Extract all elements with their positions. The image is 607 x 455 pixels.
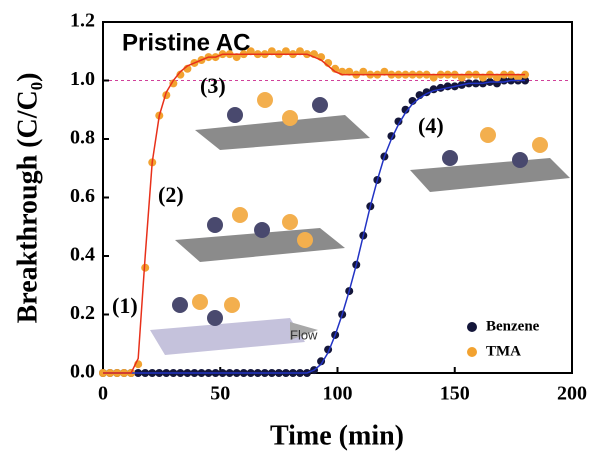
data-point: [359, 67, 368, 76]
x-tick-label: 200: [557, 383, 587, 405]
annotation: (2): [158, 182, 184, 207]
data-point: [429, 73, 438, 82]
data-point: [267, 47, 276, 56]
legend-marker: [467, 322, 477, 332]
data-point: [246, 47, 255, 56]
data-point: [380, 67, 389, 76]
data-point: [457, 73, 466, 82]
y-tick-label: 0.8: [70, 127, 95, 149]
x-tick-label: 150: [440, 383, 470, 405]
data-point: [394, 117, 403, 126]
data-point: [232, 53, 241, 62]
legend-label: TMA: [486, 343, 521, 359]
y-tick-label: 0.0: [70, 361, 95, 383]
data-point: [169, 79, 178, 88]
data-point: [295, 47, 304, 56]
data-point: [176, 70, 185, 79]
data-point: [141, 263, 150, 272]
legend-marker: [467, 347, 477, 357]
y-tick-label: 1.0: [70, 68, 95, 90]
x-tick-label: 100: [323, 383, 353, 405]
data-point: [345, 67, 354, 76]
annotation: Flow: [290, 327, 318, 342]
data-point: [478, 73, 487, 82]
y-tick-label: 0.2: [70, 302, 95, 324]
y-tick-label: 0.4: [70, 244, 95, 266]
annotation: (3): [200, 73, 226, 98]
x-tick-label: 0: [98, 383, 108, 405]
data-point: [281, 47, 290, 56]
data-point: [492, 73, 501, 82]
annotation: (1): [112, 293, 138, 318]
legend-label: Benzene: [486, 318, 540, 334]
fit-line: [103, 79, 526, 374]
data-point: [514, 73, 523, 82]
annotation: (4): [418, 113, 444, 138]
data-point: [317, 357, 326, 366]
x-tick-label: 50: [210, 383, 230, 405]
y-tick-label: 1.2: [70, 10, 95, 32]
fit-line: [103, 53, 526, 374]
x-axis-label: Time (min): [270, 420, 404, 451]
y-tick-label: 0.6: [70, 185, 95, 207]
illustrations: [150, 92, 570, 355]
y-axis-label: Breakthrough (C/C₀): [12, 73, 43, 324]
data-point: [401, 105, 410, 114]
